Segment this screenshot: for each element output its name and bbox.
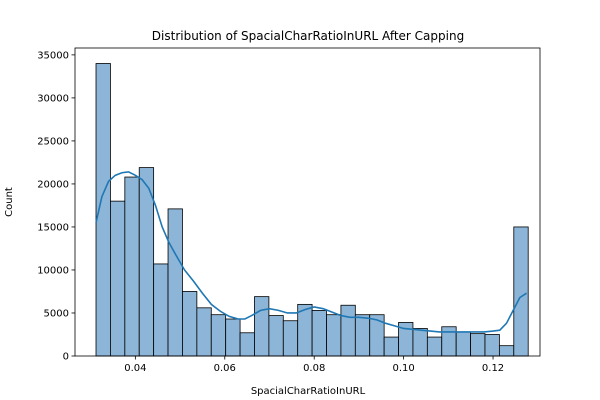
y-tick-label: 0 <box>63 352 69 363</box>
histogram-bar <box>254 296 270 357</box>
histogram-bar <box>484 334 500 357</box>
y-tick-label: 10000 <box>37 265 69 276</box>
kde-curve-layer <box>95 171 528 333</box>
histogram-bar <box>354 314 371 357</box>
histogram-bar <box>124 176 140 357</box>
y-tick-label: 30000 <box>37 93 69 104</box>
x-tick-label: 0.12 <box>482 363 504 374</box>
x-axis-label: SpacialCharRatioInURL <box>251 386 366 397</box>
histogram-bar <box>167 208 183 357</box>
y-axis-label: Count <box>4 187 15 217</box>
x-tick-label: 0.10 <box>392 363 414 374</box>
kde-line <box>95 171 528 333</box>
x-tick-label: 0.06 <box>214 363 236 374</box>
histogram-bar <box>153 263 169 357</box>
histogram-bar <box>340 304 356 357</box>
y-tick-label: 15000 <box>37 222 69 233</box>
histogram-bar <box>513 226 529 357</box>
histogram-bar <box>383 336 399 357</box>
x-tick-label: 0.08 <box>303 363 325 374</box>
histogram-bar <box>426 336 443 357</box>
x-tick-label: 0.04 <box>124 363 146 374</box>
histogram-bar <box>311 309 327 357</box>
plot-frame <box>74 47 541 357</box>
y-tick-label: 35000 <box>37 50 69 61</box>
histogram-bar <box>498 345 515 357</box>
histogram-bar <box>268 315 284 357</box>
x-axis: 0.04 0.06 0.08 0.10 0.12 <box>124 356 504 374</box>
histogram-bar <box>412 328 428 357</box>
histogram-bar <box>210 314 227 357</box>
histogram-bar <box>455 331 471 357</box>
histogram-bar <box>182 291 198 357</box>
y-axis: 0 5000 10000 15000 20000 25000 30000 35000 <box>37 50 75 363</box>
histogram-bar <box>470 333 486 357</box>
histogram-bar <box>282 320 299 357</box>
histogram-bar <box>110 200 126 357</box>
chart-title: Distribution of SpacialCharRatioInURL Af… <box>152 29 464 43</box>
histogram-bar <box>196 307 212 357</box>
y-tick-label: 25000 <box>37 136 69 147</box>
histogram-bar <box>369 314 385 357</box>
histogram-bars <box>95 63 529 357</box>
histogram-bar <box>239 332 255 357</box>
histogram-bar <box>225 318 241 357</box>
histogram-bar <box>326 314 342 357</box>
y-tick-label: 20000 <box>37 179 69 190</box>
y-tick-label: 5000 <box>44 308 69 319</box>
